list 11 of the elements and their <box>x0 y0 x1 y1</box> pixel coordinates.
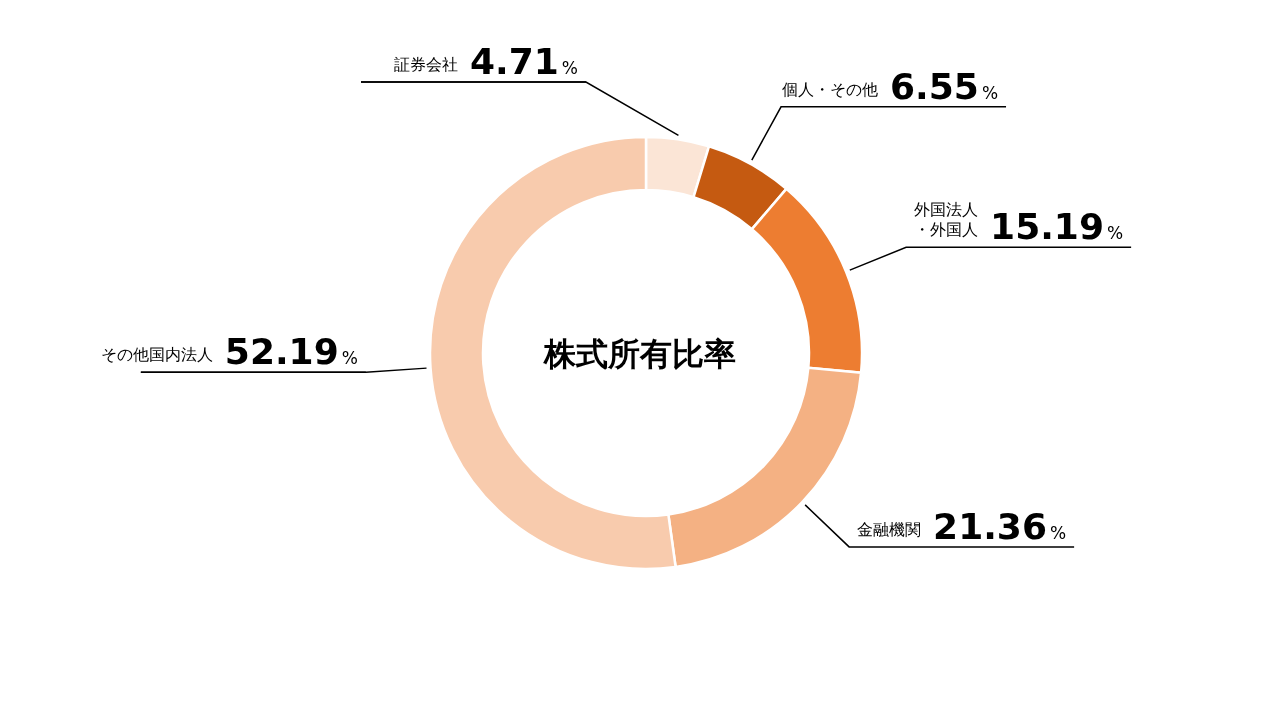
data-label: 4.71% <box>470 41 578 82</box>
data-label: 15.19% <box>990 206 1124 248</box>
data-label: 6.55% <box>890 65 999 107</box>
slice-label: 個人・その他 <box>782 79 879 99</box>
slice-label: その他国内法人 <box>100 345 213 365</box>
text: 株式所有比率 <box>543 335 736 373</box>
slice-label: 証券会社 <box>394 55 459 74</box>
slice-label: 外国法人・外国人 <box>914 200 979 240</box>
slice-label: 金融機関 <box>857 519 922 539</box>
data-label: 52.19% <box>224 331 358 373</box>
data-label: 21.36% <box>933 505 1067 547</box>
